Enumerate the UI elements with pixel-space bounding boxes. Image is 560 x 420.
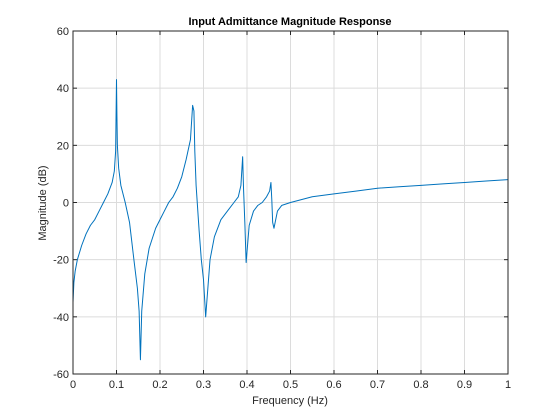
plot-frame	[72, 30, 509, 375]
y-tick-label: -20	[53, 255, 69, 267]
y-tick-label: 60	[57, 26, 69, 38]
x-axis-label: Frequency (Hz)	[252, 395, 328, 407]
line-layer	[72, 79, 509, 361]
x-tick-label: 0.4	[239, 379, 254, 391]
x-tick-label: 0.7	[370, 379, 385, 391]
x-tick-label: 0.6	[326, 379, 341, 391]
x-tick-label: 0.1	[109, 379, 124, 391]
y-tick-label: 0	[63, 198, 69, 210]
x-tick-label: 1	[505, 379, 511, 391]
x-tick-label: 0.3	[196, 379, 211, 391]
chart-title: Input Admittance Magnitude Response	[188, 16, 391, 28]
x-tick-label: 0.8	[413, 379, 428, 391]
y-tick-label: 40	[57, 83, 69, 95]
y-tick-label: 20	[57, 140, 69, 152]
x-tick-label: 0.9	[457, 379, 472, 391]
y-axis-label: Magnitude (dB)	[37, 165, 49, 240]
y-tick-label: -60	[53, 369, 69, 381]
x-tick-label: 0	[70, 379, 76, 391]
y-tick-label: -40	[53, 312, 69, 324]
x-tick-label: 0.2	[152, 379, 167, 391]
series-line	[72, 79, 509, 361]
x-tick-label: 0.5	[283, 379, 298, 391]
